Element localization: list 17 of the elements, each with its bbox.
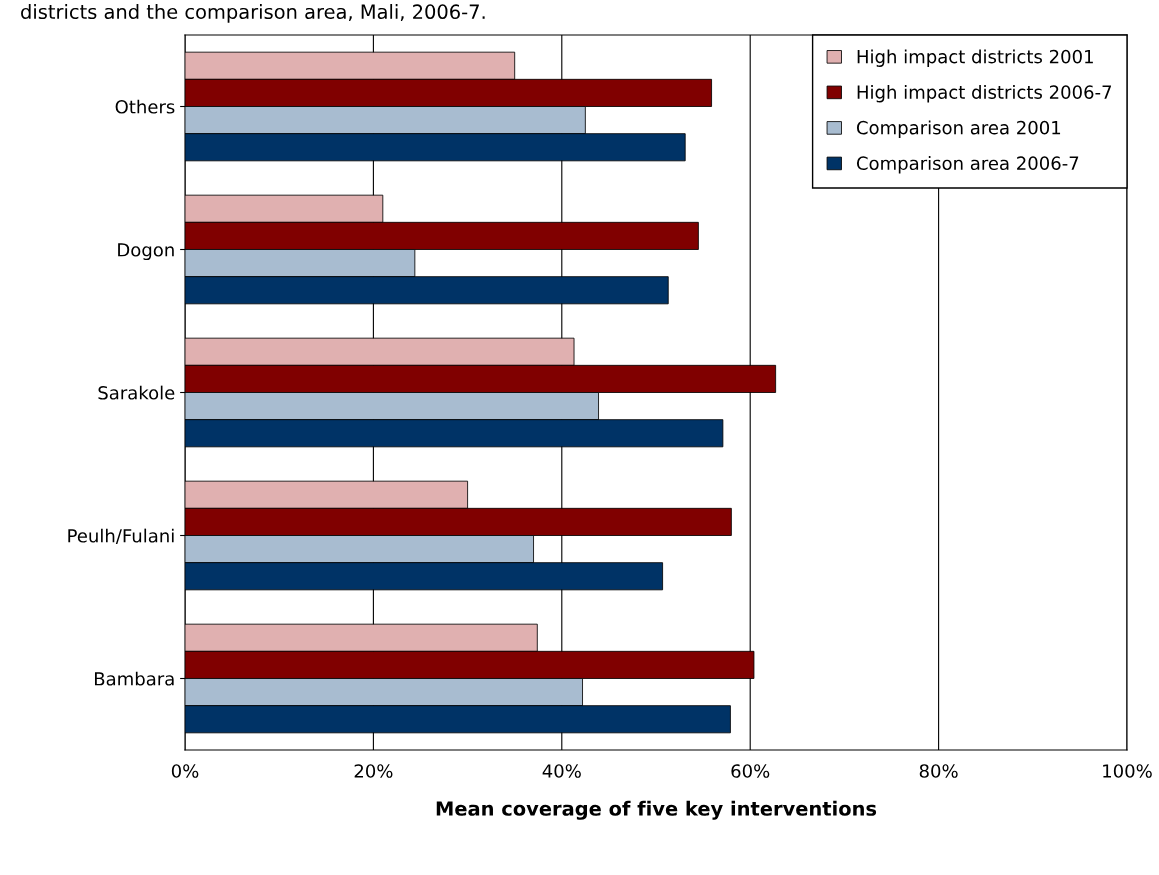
- x-tick-label: 40%: [542, 764, 581, 778]
- y-tick-label: Others: [115, 99, 175, 114]
- legend-label: Comparison area 2001: [856, 120, 1061, 138]
- y-tick-label: Peulh/Fulani: [68, 528, 174, 545]
- chart-title: districts and the comparison area, Mali, 2006-7.: [21, 4, 485, 23]
- y-tick-label: Sarakole: [98, 385, 175, 400]
- legend-label: Comparison area 2006-7: [856, 156, 1079, 174]
- x-axis-title: Mean coverage of five key interventions: [436, 800, 877, 820]
- x-tick-label: 20%: [354, 764, 393, 778]
- y-tick-label: Dogon: [118, 243, 174, 261]
- x-tick-label: 80%: [919, 764, 958, 778]
- x-tick-label: 60%: [731, 764, 770, 778]
- x-tick-label: 0%: [171, 764, 199, 778]
- y-tick-label: Bambara: [95, 671, 174, 686]
- legend-label: High impact districts 2006-7: [857, 84, 1112, 103]
- legend-label: High impact districts 2001: [857, 49, 1093, 67]
- x-tick-label: 100%: [1103, 764, 1152, 778]
